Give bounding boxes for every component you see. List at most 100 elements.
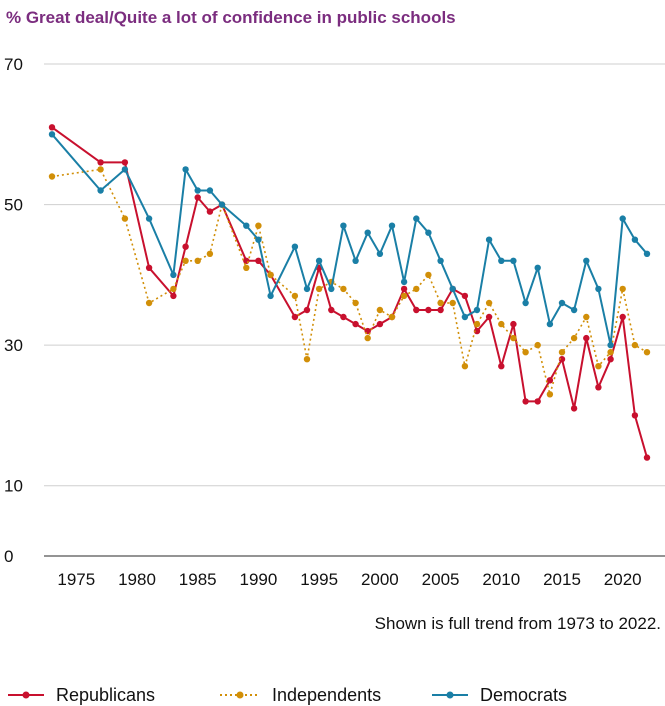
y-tick-label: 70 [4,55,23,74]
data-point-independents [522,349,529,356]
data-point-republicans [570,405,578,412]
y-tick-label: 50 [4,196,23,215]
data-point-democrats [631,236,639,243]
data-point-democrats [388,222,396,229]
y-tick-label: 10 [4,477,23,496]
data-point-democrats [145,215,153,222]
data-point-democrats [534,264,541,271]
data-point-republicans [485,313,493,321]
legend-label-democrats: Democrats [480,684,568,705]
data-point-democrats [485,236,493,243]
data-point-republicans [182,243,189,250]
data-point-democrats [206,187,214,194]
legend-item-independents: Independents [218,684,381,706]
data-point-independents [485,299,493,307]
data-point-independents [546,391,554,398]
data-point-republicans [643,454,651,461]
data-point-democrats [364,229,371,236]
data-point-republicans [510,320,517,328]
x-tick-label: 1995 [300,570,338,589]
data-point-independents [619,285,626,293]
data-point-republicans [291,313,299,321]
data-point-independents [48,173,56,180]
chart-footnote: Shown is full trend from 1973 to 2022. [374,614,661,633]
data-point-independents [498,320,505,328]
y-tick-label: 0 [4,547,13,566]
data-point-democrats [340,222,347,229]
x-tick-label: 2010 [482,570,520,589]
data-point-democrats [182,166,189,173]
data-point-republicans [498,363,505,370]
data-point-independents [243,264,250,271]
x-tick-label: 1990 [240,570,278,589]
data-point-democrats [413,215,420,222]
y-tick-label: 30 [4,336,23,355]
data-point-republicans [97,159,104,166]
data-point-independents [400,292,408,300]
data-point-republicans [303,306,311,314]
data-point-independents [364,334,371,342]
data-point-independents [97,166,104,173]
data-point-republicans [170,292,177,300]
legend-swatch-republicans [8,691,44,699]
data-point-democrats [243,222,250,229]
data-point-independents [170,285,177,293]
y-axis: 0 10 30 50 70 [4,55,23,566]
data-point-republicans [473,327,481,335]
x-tick-label: 2015 [543,570,581,589]
chart-area: 0 10 30 50 70 1975 1980 1985 1990 1995 2000 2005 20… [4,55,665,589]
data-point-republicans [437,306,444,314]
data-point-democrats [400,278,408,286]
legend-item-republicans: Republicans [6,684,155,706]
data-point-republicans [619,313,626,321]
data-point-republicans [376,320,384,328]
data-point-independents [352,299,359,307]
data-point-independents [631,341,639,349]
data-point-independents [425,271,432,279]
data-point-democrats [352,257,359,264]
data-point-democrats [194,187,201,194]
data-point-democrats [473,306,481,314]
data-point-republicans [595,384,602,391]
data-point-republicans [243,257,250,264]
data-point-independents [303,356,311,363]
data-point-independents [267,271,274,279]
data-point-democrats [583,257,590,264]
data-point-republicans [425,306,432,314]
data-point-republicans [340,313,347,321]
data-point-republicans [206,208,214,215]
series-line-democrats [51,133,648,347]
data-point-democrats [607,341,614,349]
data-point-democrats [291,243,299,250]
data-point-republicans [546,377,554,384]
legend-label-independents: Independents [272,684,382,705]
legend-swatch-democrats [432,691,468,699]
data-point-democrats [461,313,469,321]
data-point-democrats [303,285,311,293]
data-point-republicans [121,159,129,166]
data-point-republicans [145,264,153,271]
data-point-independents [607,349,614,356]
data-point-independents [534,341,541,349]
data-point-republicans [400,285,408,293]
data-point-independents [145,299,153,307]
chart-title: % Great deal/Quite a lot of confidence i… [6,8,456,27]
data-point-independents [291,292,299,300]
x-tick-label: 1980 [118,570,156,589]
data-point-independents [388,313,396,321]
data-point-democrats [595,285,602,293]
x-tick-label: 2000 [361,570,399,589]
data-point-republicans [352,320,359,328]
data-point-republicans [194,194,201,201]
legend-item-democrats: Democrats [430,684,567,706]
data-point-republicans [328,306,335,314]
legend-swatch-independents [220,691,260,699]
series-lines [48,124,651,461]
data-point-independents [583,313,590,321]
data-point-democrats [267,292,274,300]
data-point-democrats [449,285,456,293]
data-point-democrats [570,306,578,314]
data-point-democrats [255,236,262,243]
data-point-republicans [583,334,590,342]
data-point-independents [558,349,566,356]
